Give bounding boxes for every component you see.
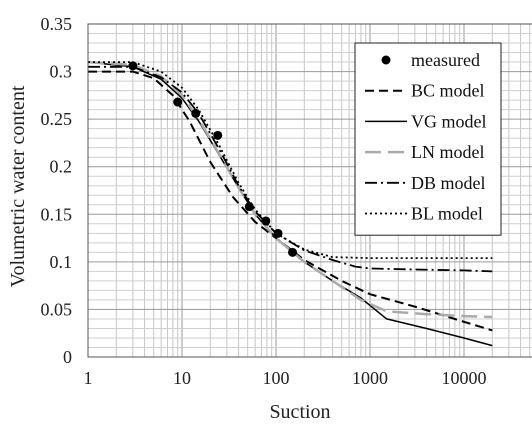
series-line-ln-model xyxy=(87,60,493,319)
y-tick-label: 0.3 xyxy=(50,62,73,82)
y-tick-label: 0.25 xyxy=(41,109,73,129)
legend-label-measured: measured xyxy=(411,50,480,70)
y-tick-label: 0.15 xyxy=(41,204,73,224)
y-tick-label: 0.35 xyxy=(41,14,73,34)
plot-frame xyxy=(87,23,532,358)
legend-label-vg-model: VG model xyxy=(411,111,487,131)
y-tick-label: 0.1 xyxy=(50,252,73,272)
legend-label-ln-model: LN model xyxy=(411,142,485,162)
legend-label-db-model: DB model xyxy=(411,173,486,193)
x-tick-label: 10 xyxy=(173,368,191,388)
x-tick-label: 1000 xyxy=(352,368,388,388)
series-line-bc-model xyxy=(88,70,493,332)
x-tick-label: 1 xyxy=(84,368,93,388)
legend-label-bc-model: BC model xyxy=(411,81,485,101)
y-tick-label: 0 xyxy=(63,347,72,367)
x-tick-label: 10000 xyxy=(442,368,487,388)
x-axis-title: Suction xyxy=(269,401,330,423)
data-point xyxy=(128,61,138,71)
legend-box xyxy=(354,42,502,236)
data-point xyxy=(173,97,183,107)
y-tick-label: 0.05 xyxy=(41,299,73,319)
series-layer xyxy=(87,60,493,347)
data-point xyxy=(261,216,271,226)
data-point xyxy=(191,108,201,118)
x-tick-label: 100 xyxy=(263,368,290,388)
grid xyxy=(87,23,532,358)
data-point xyxy=(244,202,254,212)
legend-label-bl-model: BL model xyxy=(411,204,483,224)
tick-labels: 1 10 100 1000 10000 0 0.05 0.1 0.15 0.2 0.25 0.3 0.3… xyxy=(41,14,487,388)
data-point xyxy=(213,130,223,140)
legend-marker-measured xyxy=(381,55,391,65)
legend: measured BC model VG model LN model DB model… xyxy=(354,42,502,236)
y-axis-title: Volumetric water content xyxy=(7,85,29,287)
data-point xyxy=(288,247,298,257)
data-point xyxy=(273,228,283,238)
y-tick-label: 0.2 xyxy=(50,157,73,177)
